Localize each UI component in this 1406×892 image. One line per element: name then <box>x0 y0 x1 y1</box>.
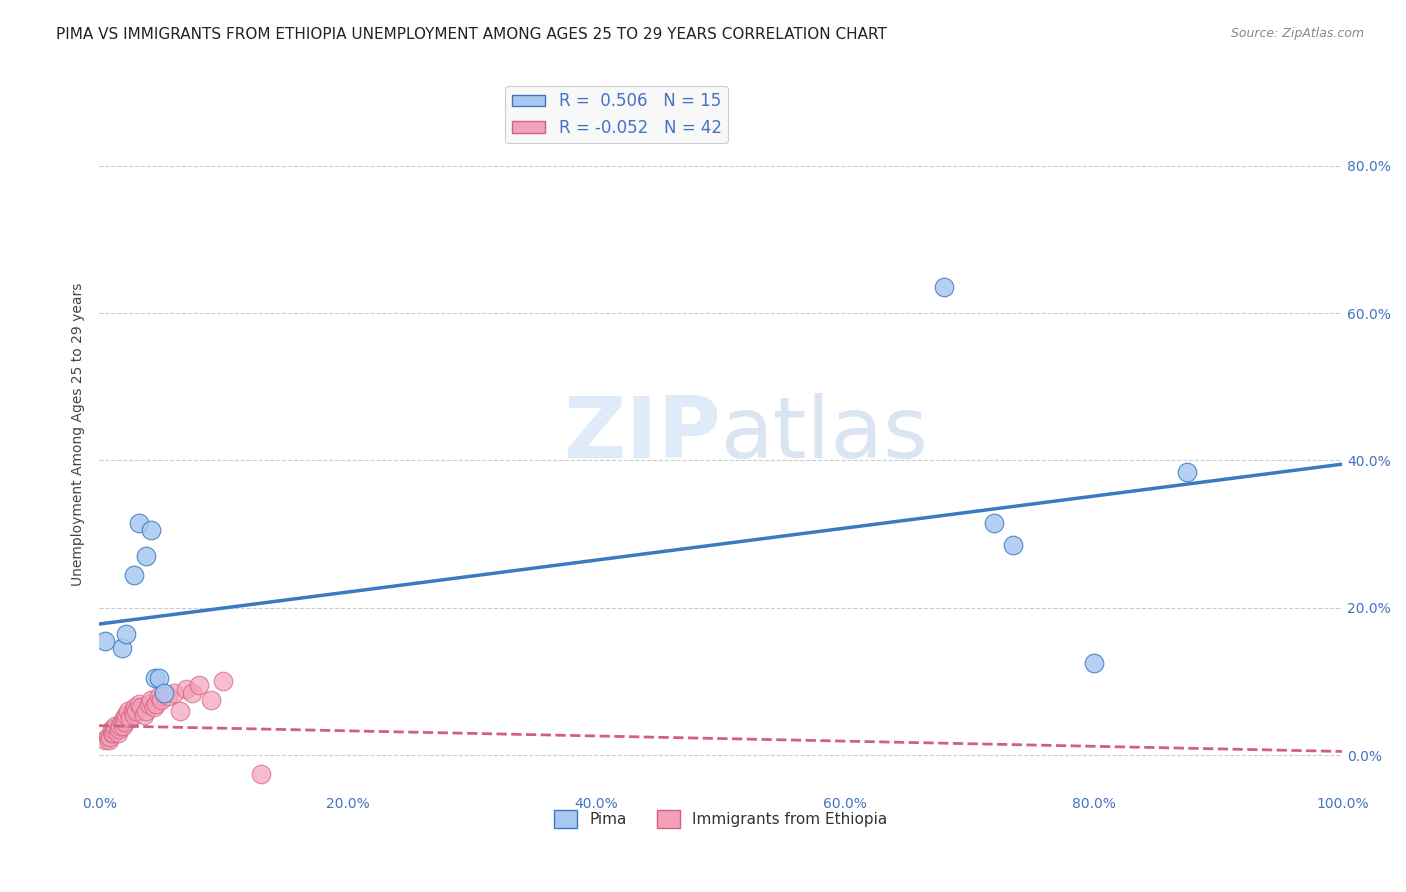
Point <box>135 704 157 718</box>
Point <box>145 697 167 711</box>
Text: Source: ZipAtlas.com: Source: ZipAtlas.com <box>1230 27 1364 40</box>
Point <box>150 693 173 707</box>
Point <box>122 707 145 722</box>
Point <box>108 723 131 737</box>
Point <box>101 726 124 740</box>
Legend: Pima, Immigrants from Ethiopia: Pima, Immigrants from Ethiopia <box>548 804 894 834</box>
Point <box>174 681 197 696</box>
Point <box>156 689 179 703</box>
Point <box>94 733 117 747</box>
Point <box>97 730 120 744</box>
Point <box>135 549 157 564</box>
Point <box>112 711 135 725</box>
Point <box>212 674 235 689</box>
Point <box>125 704 148 718</box>
Point <box>983 516 1005 530</box>
Point <box>117 704 139 718</box>
Point <box>111 719 134 733</box>
Point <box>110 719 132 733</box>
Point <box>1175 465 1198 479</box>
Point <box>148 689 170 703</box>
Point <box>110 714 132 729</box>
Point <box>187 678 209 692</box>
Point <box>98 730 121 744</box>
Point <box>107 726 129 740</box>
Point <box>148 671 170 685</box>
Point <box>100 723 122 737</box>
Point <box>131 700 153 714</box>
Point <box>94 634 117 648</box>
Point <box>141 693 163 707</box>
Point <box>115 626 138 640</box>
Point <box>934 280 956 294</box>
Point <box>142 700 165 714</box>
Point <box>128 516 150 530</box>
Point <box>152 685 174 699</box>
Point <box>120 711 142 725</box>
Point <box>143 671 166 685</box>
Point <box>122 567 145 582</box>
Point <box>132 707 155 722</box>
Point <box>124 700 146 714</box>
Point <box>128 697 150 711</box>
Point <box>100 726 122 740</box>
Point <box>249 766 271 780</box>
Point <box>138 697 160 711</box>
Point <box>103 723 125 737</box>
Point <box>110 641 132 656</box>
Point <box>163 685 186 699</box>
Point <box>104 719 127 733</box>
Text: PIMA VS IMMIGRANTS FROM ETHIOPIA UNEMPLOYMENT AMONG AGES 25 TO 29 YEARS CORRELAT: PIMA VS IMMIGRANTS FROM ETHIOPIA UNEMPLO… <box>56 27 887 42</box>
Point <box>114 714 136 729</box>
Point <box>181 685 204 699</box>
Point <box>200 693 222 707</box>
Point <box>141 524 163 538</box>
Point <box>115 707 138 722</box>
Point <box>1083 656 1105 670</box>
Point <box>121 704 143 718</box>
Y-axis label: Unemployment Among Ages 25 to 29 years: Unemployment Among Ages 25 to 29 years <box>72 283 86 586</box>
Point <box>169 704 191 718</box>
Point <box>98 733 121 747</box>
Point <box>1001 538 1024 552</box>
Text: ZIP: ZIP <box>562 393 721 476</box>
Text: atlas: atlas <box>721 393 929 476</box>
